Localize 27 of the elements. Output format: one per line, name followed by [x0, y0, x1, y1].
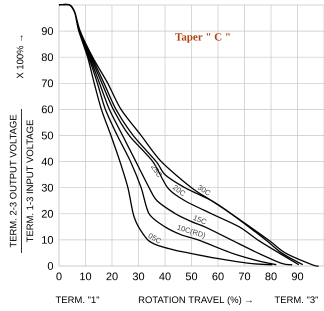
y-tick-label: 10 — [42, 236, 54, 244]
text: TERM. 1-3 INPUT VOLTAGE — [26, 120, 34, 242]
x-tick-label: 0 — [56, 272, 62, 280]
x-tick-label: 40 — [159, 272, 171, 280]
x-tick-label: 80 — [265, 272, 277, 280]
y-tick-label: 20 — [42, 210, 54, 218]
y-tick-label: 70 — [42, 79, 54, 88]
y-tick-label: 50 — [42, 132, 54, 140]
x-tick-label: 90 — [292, 272, 304, 280]
text: TERM. "3" — [274, 296, 318, 304]
y-tick-label: 40 — [42, 158, 54, 166]
text: TERM. "1" — [56, 296, 100, 303]
y-tick-label: 80 — [42, 53, 54, 62]
y-tick-label: 30 — [42, 184, 54, 192]
y-axis-title: TERM. 2-3 OUTPUT VOLTAGE — [10, 114, 16, 248]
x-tick-label: 30 — [132, 272, 144, 280]
x-tick-label: 10 — [80, 272, 92, 280]
x-tick-label: 20 — [106, 272, 118, 280]
y-tick-label: 90 — [42, 27, 54, 35]
text: Taper " C " — [175, 33, 230, 43]
x-axis-title: ROTATION TRAVEL (%) → — [138, 296, 252, 305]
x-tick-label: 70 — [238, 272, 250, 280]
x-tick-label: 60 — [212, 272, 224, 280]
x-tick-label: 50 — [186, 272, 198, 280]
y-tick-label: 0 — [48, 262, 54, 270]
y-tick-label: 60 — [42, 106, 54, 114]
text: X 100% → — [16, 35, 24, 78]
